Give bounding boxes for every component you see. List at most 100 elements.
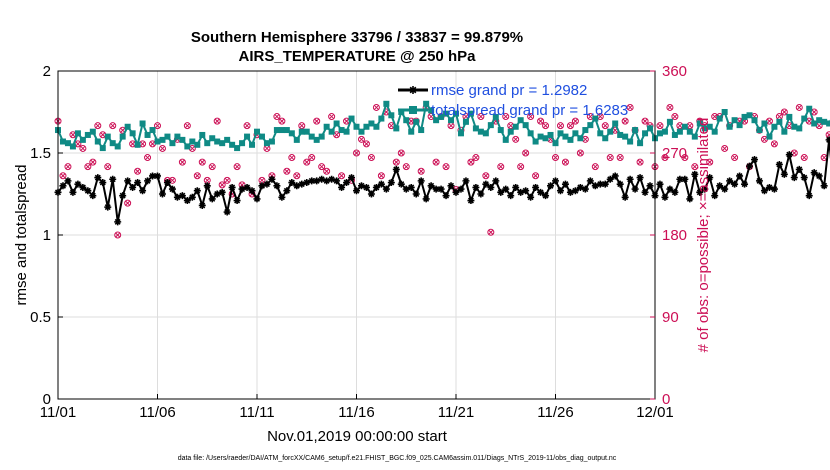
rmse-point [775, 160, 783, 168]
totalspread-point [701, 125, 708, 132]
rmse-point [800, 174, 808, 182]
rmse-point [223, 208, 231, 216]
totalspread-point [109, 140, 116, 147]
legend-totalspread-label: totalspread grand pr = 1.6283 [431, 102, 628, 119]
totalspread-point [602, 135, 609, 142]
right-y-tick-label: 360 [662, 63, 687, 80]
totalspread-point [582, 127, 589, 134]
obs-assimilated-marker [483, 173, 489, 179]
totalspread-point [288, 130, 295, 137]
obs-possible-marker [79, 144, 87, 152]
obs-assimilated-marker [314, 118, 320, 124]
obs-assimilated-marker [160, 146, 165, 151]
obs-assimilated-marker [826, 132, 830, 138]
obs-assimilated-marker [592, 164, 598, 170]
obs-assimilated-marker [587, 114, 593, 119]
obs-possible-marker [338, 172, 346, 180]
obs-assimilated-marker [259, 177, 265, 183]
totalspread-point [283, 127, 290, 134]
rmse-point [328, 175, 336, 183]
obs-assimilated-marker [324, 168, 330, 174]
x-tick-label: 11/26 [537, 404, 573, 421]
obs-possible-marker [278, 117, 286, 125]
rmse-point [641, 188, 649, 196]
y-axis-label: rmse and totalspread [13, 165, 30, 306]
rmse-point [755, 177, 763, 185]
obs-assimilated-marker [184, 123, 190, 129]
obs-assimilated-marker [354, 150, 359, 156]
obs-possible-marker [621, 117, 629, 125]
rmse-point [308, 177, 316, 185]
obs-assimilated-marker [75, 141, 81, 147]
totalspread-point [597, 130, 604, 137]
rmse-point [790, 174, 798, 182]
obs-assimilated-marker [294, 173, 300, 179]
rmse-point [168, 185, 176, 193]
obs-assimilated-marker [329, 114, 334, 119]
totalspread-point [786, 113, 793, 120]
obs-assimilated-marker [781, 109, 787, 115]
totalspread-point [661, 128, 668, 135]
obs-assimilated-marker [503, 114, 509, 119]
legend-rmse-marker [409, 86, 417, 94]
totalspread-series [55, 100, 830, 152]
obs-possible-marker [193, 172, 201, 180]
rmse-point [163, 179, 171, 187]
totalspread-point [776, 118, 783, 125]
x-axis-label: Nov.01,2019 00:00:00 start [267, 428, 448, 445]
obs-possible-marker [64, 163, 72, 171]
rmse-point [631, 185, 639, 193]
totalspread-point [263, 140, 270, 147]
totalspread-point [239, 140, 246, 147]
obs-assimilated-marker [145, 155, 150, 160]
rmse-point [561, 180, 569, 188]
obs-assimilated-marker [374, 105, 379, 110]
rmse-point [422, 195, 430, 203]
rmse-point [482, 180, 490, 188]
totalspread-point [532, 138, 539, 145]
totalspread-point [154, 138, 161, 145]
obs-possible-marker [357, 135, 365, 143]
obs-possible-marker [273, 113, 281, 121]
x-tick-label: 11/01 [40, 404, 76, 421]
rmse-point [621, 193, 629, 201]
obs-assimilated-marker [672, 114, 678, 119]
rmse-point [681, 175, 689, 183]
rmse-point [233, 197, 241, 205]
totalspread-point [278, 127, 285, 134]
obs-assimilated-marker [209, 164, 215, 170]
totalspread-point [681, 123, 688, 130]
rmse-point [537, 188, 545, 196]
rmse-point [721, 185, 729, 193]
totalspread-point [542, 135, 549, 142]
rmse-point [437, 185, 445, 193]
totalspread-point [303, 128, 310, 135]
totalspread-point [671, 131, 678, 138]
totalspread-point [119, 133, 126, 140]
obs-possible-marker [542, 122, 550, 130]
totalspread-point [74, 130, 81, 137]
totalspread-point [273, 127, 280, 134]
totalspread-point [293, 136, 300, 143]
totalspread-point [428, 107, 435, 114]
totalspread-point [562, 133, 569, 140]
totalspread-point [224, 136, 231, 143]
obs-possible-marker [512, 135, 520, 143]
totalspread-point [438, 113, 445, 120]
totalspread-point [338, 127, 345, 134]
totalspread-point [134, 141, 141, 148]
obs-possible-marker [656, 122, 664, 130]
totalspread-point [333, 120, 340, 127]
rmse-point [820, 182, 828, 190]
obs-possible-marker [402, 163, 410, 171]
y-tick-label: 0.5 [30, 309, 51, 326]
obs-assimilated-marker [130, 141, 135, 147]
obs-possible-marker [556, 122, 564, 130]
rmse-point [726, 177, 734, 185]
obs-possible-marker [721, 144, 729, 152]
obs-assimilated-marker [811, 109, 817, 115]
rmse-point [193, 187, 201, 195]
rmse-point [492, 177, 500, 185]
obs-assimilated-marker [70, 132, 76, 138]
